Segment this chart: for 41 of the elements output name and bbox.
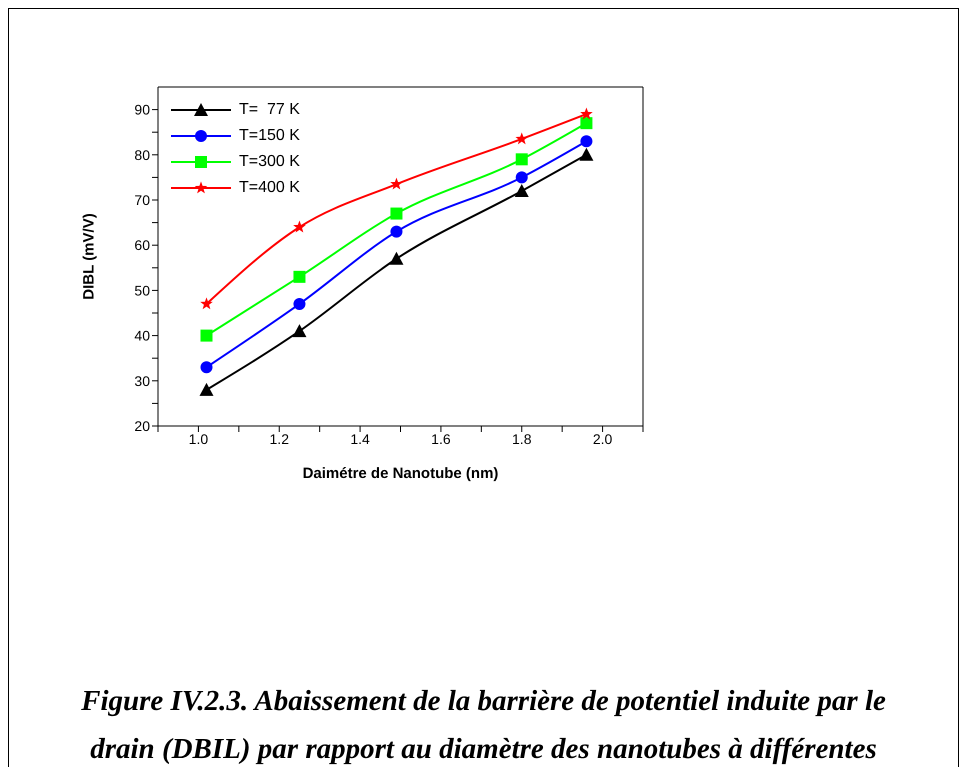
- y-tick-label: 20: [134, 418, 150, 434]
- y-tick-label: 60: [134, 237, 150, 254]
- point: [579, 148, 594, 161]
- point: [200, 330, 212, 342]
- point: [390, 226, 402, 238]
- point: [293, 270, 306, 283]
- legend-label: T= 77 K: [239, 101, 300, 119]
- point: [293, 298, 306, 310]
- y-tick-label: 40: [134, 328, 150, 344]
- y-tick-label: 90: [134, 102, 150, 118]
- x-tick-label: 1.2: [270, 430, 290, 447]
- point: [580, 117, 592, 130]
- x-axis-title: Daimétre de Nanotube (nm): [302, 465, 498, 482]
- point: [200, 361, 212, 374]
- point: [200, 297, 213, 310]
- x-tick-label: 1.8: [512, 430, 532, 447]
- point: [389, 252, 404, 265]
- x-tick-label: 2.0: [592, 430, 613, 447]
- legend-label: T=150 K: [239, 127, 300, 145]
- x-tick-label: 1.4: [350, 430, 370, 447]
- point: [292, 324, 306, 338]
- point: [515, 132, 528, 144]
- x-tick-label: 1.0: [188, 430, 208, 447]
- point: [580, 135, 592, 148]
- point: [390, 178, 403, 190]
- point: [516, 153, 528, 166]
- point: [390, 208, 402, 220]
- point: [514, 184, 529, 197]
- x-tick-label: 1.6: [431, 430, 451, 447]
- y-tick-label: 70: [134, 192, 150, 208]
- y-tick-label: 30: [134, 372, 150, 389]
- point: [200, 382, 214, 396]
- y-tick-label: 80: [134, 146, 150, 163]
- legend-label: T=400 K: [239, 179, 300, 197]
- legend-label: T=300 K: [239, 153, 300, 171]
- y-axis-title: DIBL (mV/V): [80, 213, 98, 300]
- y-tick-label: 50: [134, 282, 150, 298]
- point: [580, 108, 593, 120]
- point: [293, 220, 306, 232]
- point: [516, 171, 528, 184]
- text: Figure IV.2.3. Abaissement de la barrière de potentiel induite par le drain (DBIL) par rapport au diamètre des nanotubes à différentes: [80, 684, 887, 767]
